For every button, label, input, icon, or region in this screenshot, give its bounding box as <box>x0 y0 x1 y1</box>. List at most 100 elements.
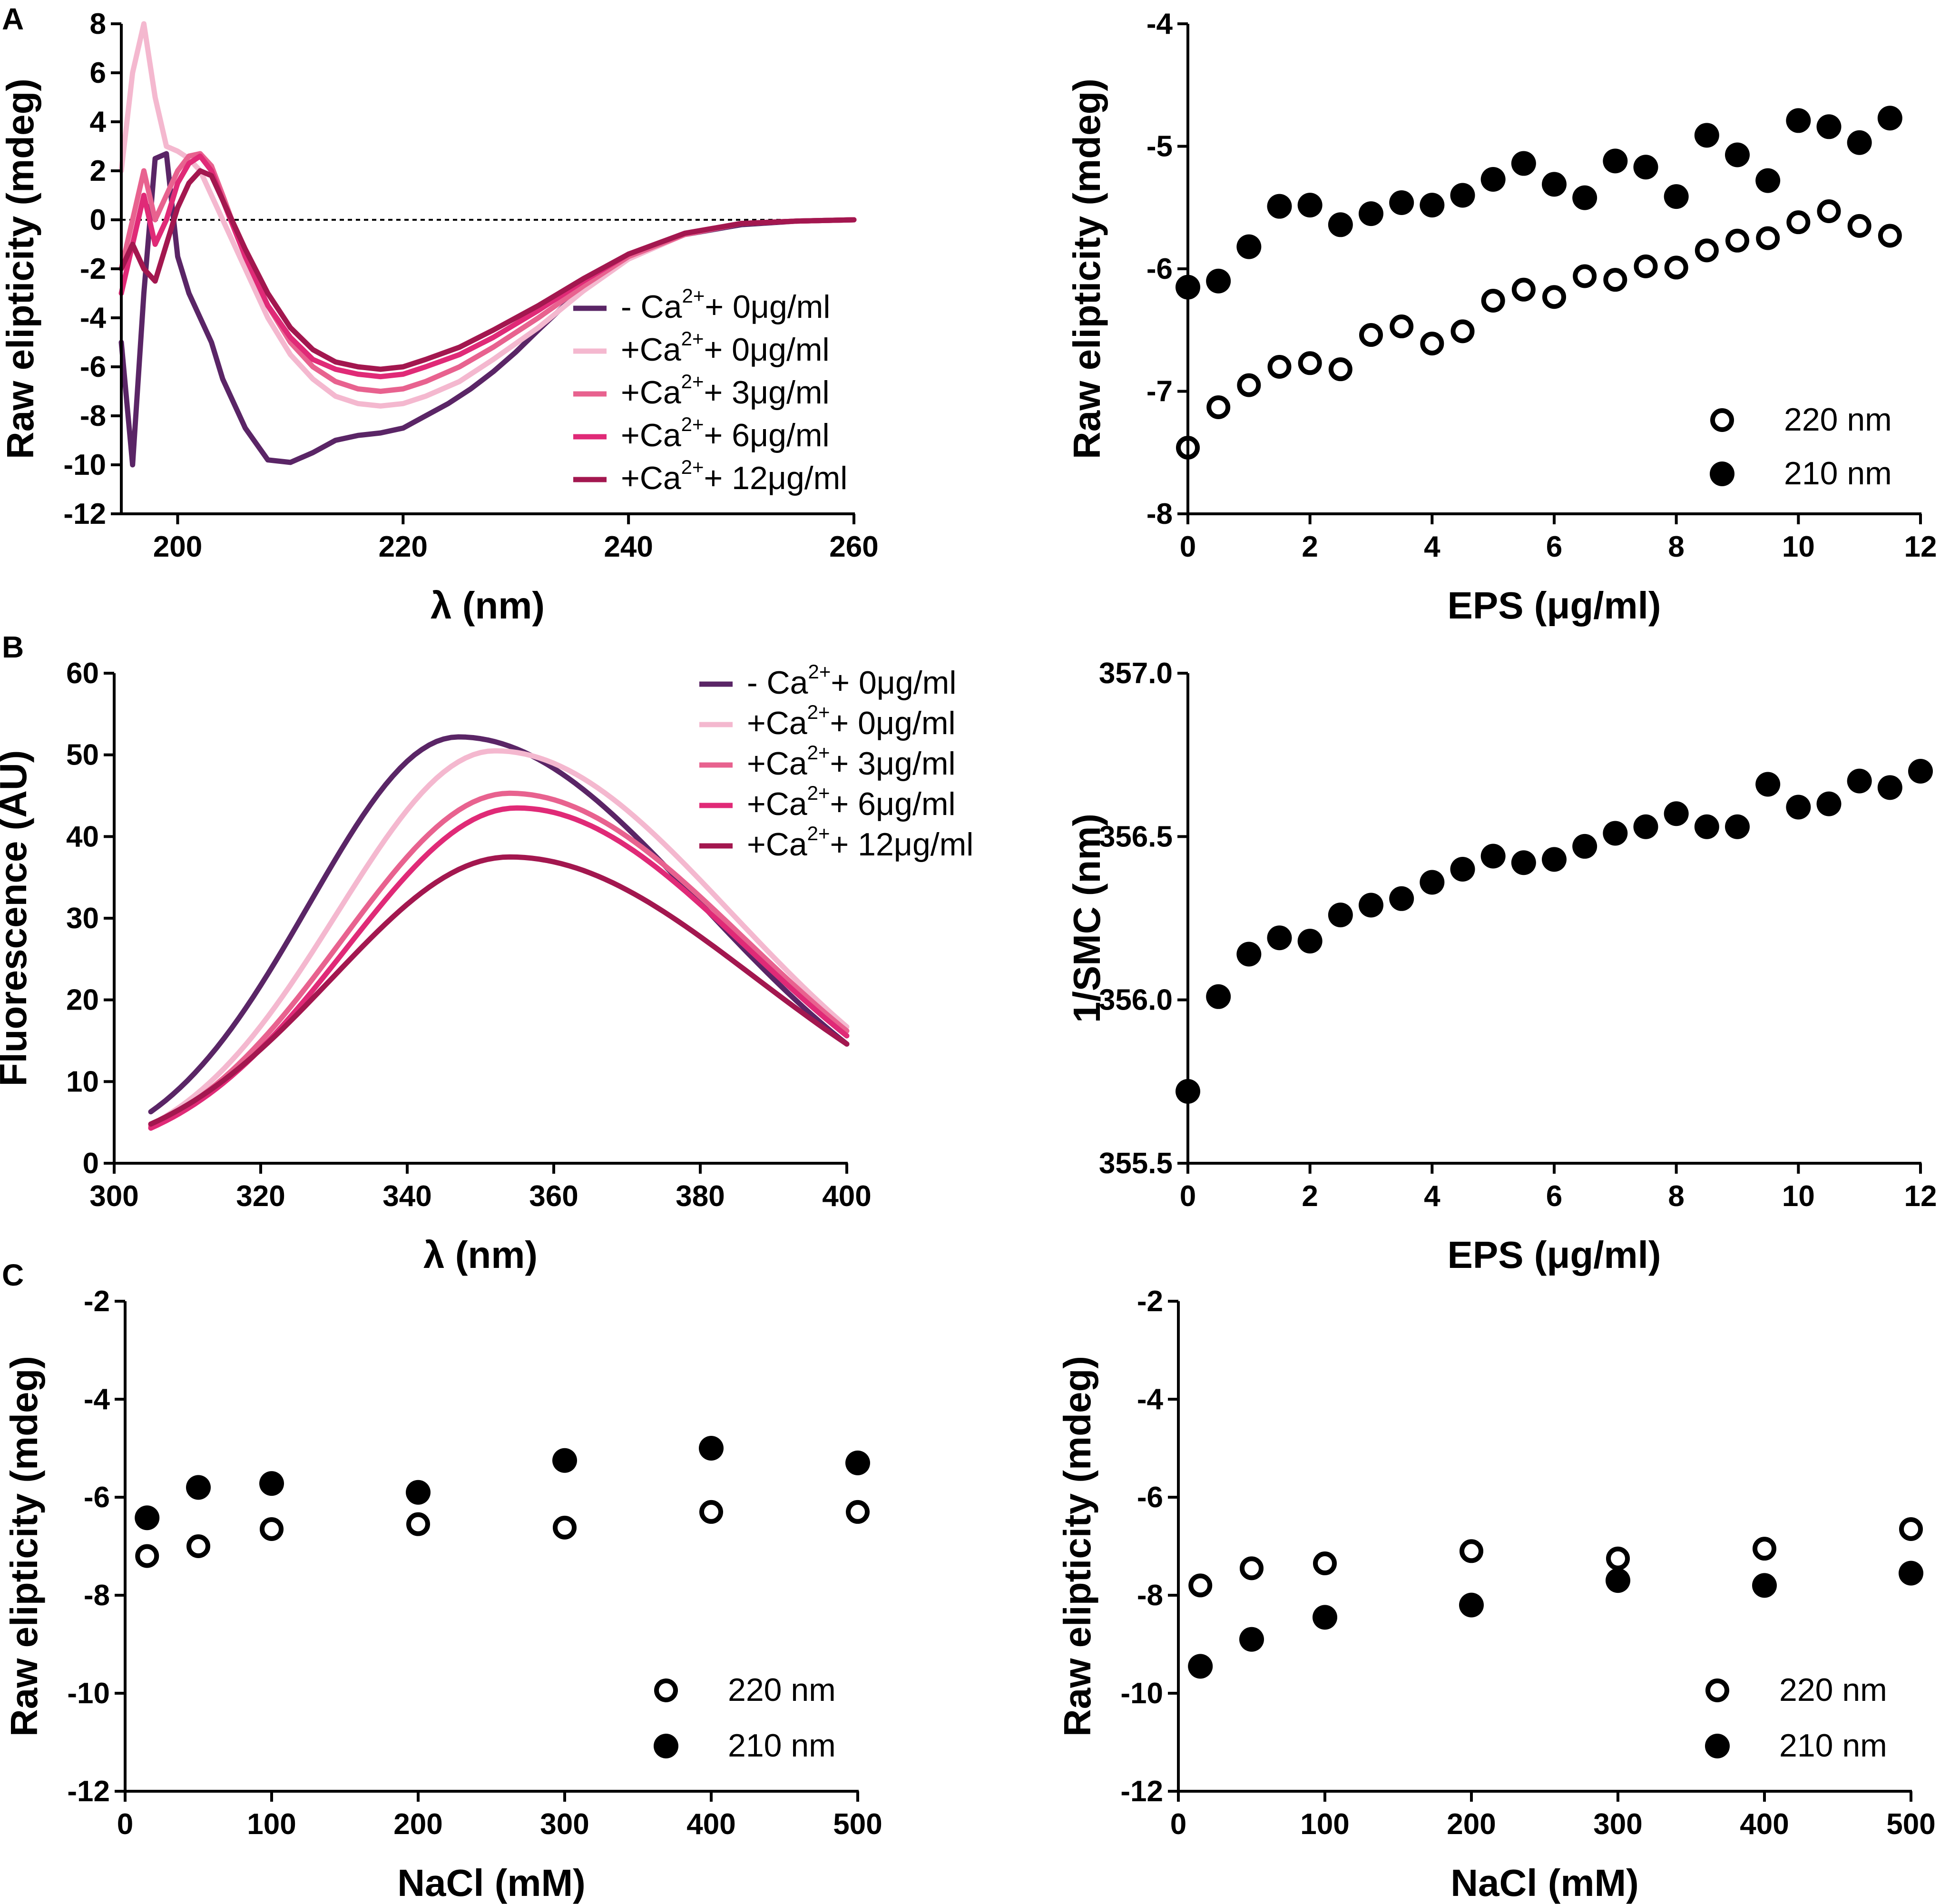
c-left-series-1-point <box>406 1480 431 1505</box>
panel-label-b: B <box>2 630 24 664</box>
c-left-series-1-point <box>259 1471 284 1496</box>
c-right-series-1-point <box>1188 1654 1213 1679</box>
a-right-series-0-point <box>1328 357 1352 382</box>
b-right-series-0-point <box>1633 814 1658 839</box>
b-right-xtick-label: 0 <box>1180 1180 1196 1213</box>
a-left-ytick-label: -6 <box>80 351 106 383</box>
b-left-legend-label: +Ca2++ 12μg/ml <box>747 822 973 863</box>
a-right-legend-marker <box>1710 408 1734 432</box>
chart-a-right: -4 -5 -6 -7 -80 2 4 6 8 10 12 EPS (μg/ml) Raw elipti… <box>1066 8 1937 627</box>
a-right-series-0-point <box>1817 199 1841 223</box>
a-left-legend-label: +Ca2++ 0μg/ml <box>621 327 830 368</box>
b-left-xtick-label: 360 <box>529 1180 578 1213</box>
b-left-legend-label: - Ca2++ 0μg/ml <box>747 660 956 701</box>
b-left-y-axis-label: Fluorescence (AU) <box>0 750 34 1087</box>
b-right-series-0-point <box>1847 768 1872 794</box>
a-right-series-1-point <box>1786 108 1811 133</box>
c-right-xtick-label: 100 <box>1300 1808 1349 1841</box>
b-right-xtick-label: 12 <box>1904 1180 1937 1213</box>
b-right-series-0-point <box>1542 847 1567 872</box>
a-left-ytick-label: -12 <box>63 498 106 530</box>
a-right-xtick-label: 12 <box>1904 530 1937 563</box>
a-right-ytick-label: -7 <box>1146 375 1173 408</box>
c-right-series-0-point <box>1753 1537 1776 1561</box>
c-left-series-0-point <box>135 1544 159 1568</box>
b-left-ytick-label: 30 <box>66 902 99 935</box>
b-left-xtick-label: 320 <box>236 1180 285 1213</box>
b-left-xtick-label: 400 <box>822 1180 871 1213</box>
c-left-series-1-point <box>845 1450 870 1475</box>
a-right-series-1-point <box>1664 184 1689 209</box>
a-right-series-1-point <box>1420 193 1445 218</box>
b-right-series-0-point <box>1877 775 1902 800</box>
a-left-legend-label: +Ca2++ 6μg/ml <box>621 413 830 453</box>
c-right-series-1-point <box>1606 1568 1630 1593</box>
b-right-series-0-point <box>1572 834 1597 859</box>
a-right-xtick-label: 0 <box>1180 530 1196 563</box>
c-right-series-0-point <box>1313 1551 1337 1576</box>
a-left-x-axis-label: λ (nm) <box>431 584 545 627</box>
c-left-series-1-point <box>135 1505 160 1531</box>
b-right-x-axis-label: EPS (μg/ml) <box>1448 1234 1661 1276</box>
a-left-legend-label: +Ca2++ 3μg/ml <box>621 370 830 411</box>
b-right-series-0-point <box>1267 925 1292 951</box>
a-right-xtick-label: 2 <box>1302 530 1318 563</box>
a-right-legend-marker <box>1710 461 1734 486</box>
a-right-series-1-point <box>1755 168 1781 193</box>
b-right-series-0-point <box>1480 844 1506 869</box>
a-left-xtick-label: 260 <box>829 530 878 563</box>
a-right-series-0-point <box>1542 285 1566 309</box>
a-right-series-0-point <box>1420 332 1444 356</box>
c-left-ytick-label: -8 <box>84 1579 110 1612</box>
b-left-legend-label: +Ca2++ 0μg/ml <box>747 701 956 741</box>
a-right-series-1-point <box>1328 212 1353 237</box>
panel-label-a: A <box>2 2 24 36</box>
b-right-xtick-label: 4 <box>1424 1180 1440 1213</box>
b-right-series-0-point <box>1236 942 1262 967</box>
a-right-series-0-point <box>1267 355 1292 379</box>
c-left-legend-marker <box>654 1678 678 1702</box>
chart-c-left: -2 -4 -6 -8 -10 -120 100 200 300 400 500 NaCl (mM) R… <box>3 1285 882 1904</box>
a-left-legend-label: +Ca2++ 12μg/ml <box>621 456 847 496</box>
a-left-series-2-line <box>118 151 857 394</box>
c-left-series-1-point <box>186 1475 211 1500</box>
c-right-y-axis-label: Raw elipticity (mdeg) <box>1056 1356 1098 1737</box>
b-right-xtick-label: 8 <box>1668 1180 1684 1213</box>
b-right-ytick-label: 356.0 <box>1099 984 1173 1017</box>
c-left-series-0-point <box>406 1512 430 1536</box>
c-right-series-0-point <box>1460 1539 1483 1563</box>
a-right-series-1-point <box>1236 234 1262 259</box>
b-right-series-0-point <box>1450 857 1475 882</box>
a-right-series-0-point <box>1450 319 1475 344</box>
a-right-series-0-point <box>1786 210 1811 235</box>
b-left-series-1-line <box>148 748 850 1128</box>
a-right-series-0-point <box>1359 323 1383 347</box>
a-right-ytick-label: -4 <box>1146 8 1173 40</box>
a-right-series-0-point <box>1573 264 1597 288</box>
a-right-series-1-point <box>1450 183 1475 208</box>
b-right-series-0-point <box>1725 814 1750 839</box>
a-left-ytick-label: -10 <box>63 449 106 481</box>
a-right-legend-label: 220 nm <box>1784 402 1892 438</box>
chart-b-right: 357.0 356.5 356.0 355.50 2 4 6 8 10 12 EPS (μg/ml)… <box>1066 657 1937 1276</box>
a-right-series-0-point <box>1206 395 1231 419</box>
a-right-series-0-point <box>1664 255 1688 280</box>
c-right-series-1-point <box>1239 1627 1264 1652</box>
c-right-xtick-label: 400 <box>1740 1808 1789 1841</box>
c-right-series-0-point <box>1240 1556 1264 1580</box>
b-left-series-4-line <box>148 854 850 1127</box>
c-right-series-0-point <box>1188 1573 1213 1598</box>
c-left-xtick-label: 0 <box>117 1808 133 1841</box>
c-left-ytick-label: -10 <box>67 1677 110 1710</box>
b-right-series-0-point <box>1908 759 1933 784</box>
a-left-y-axis-label: Raw elipticity (mdeg) <box>0 79 41 459</box>
c-right-series-1-point <box>1459 1592 1484 1618</box>
a-right-series-1-point <box>1480 167 1506 192</box>
b-left-ytick-label: 40 <box>66 820 99 853</box>
b-right-y-axis-label: 1/SMC (nm) <box>1066 814 1108 1023</box>
b-right-xtick-label: 6 <box>1546 1180 1562 1213</box>
c-left-xtick-label: 500 <box>833 1808 882 1841</box>
c-right-x-axis-label: NaCl (mM) <box>1450 1862 1639 1904</box>
a-right-series-0-point <box>1878 224 1902 248</box>
